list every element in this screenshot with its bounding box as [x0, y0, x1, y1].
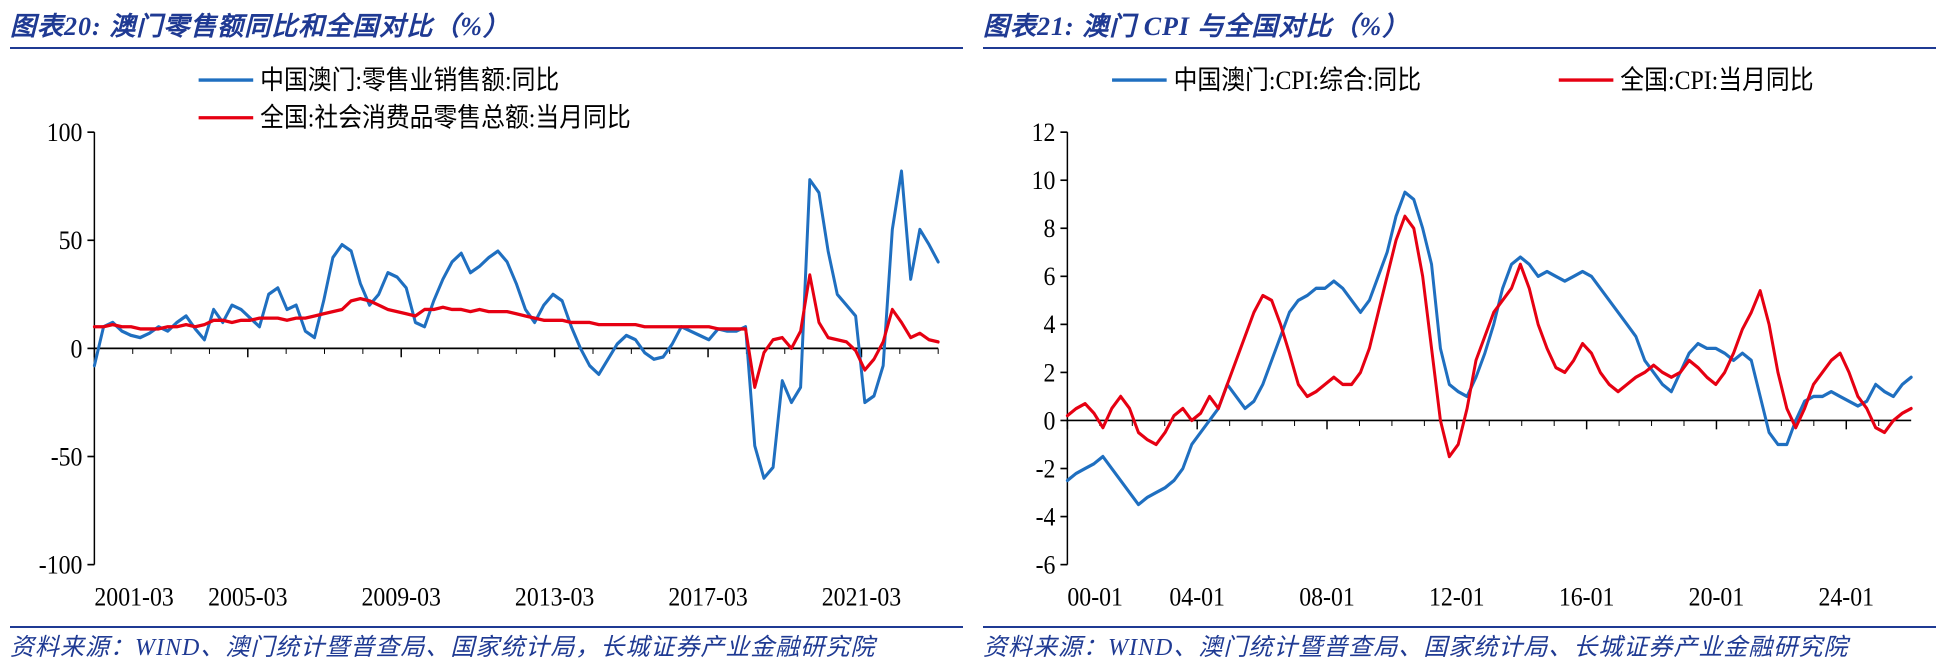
- source-right: 资料来源：WIND、澳门统计暨普查局、国家统计局、长城证券产业金融研究院: [983, 626, 1936, 664]
- chart-title-left: 图表20: 澳门零售额同比和全国对比（%）: [10, 0, 963, 49]
- svg-text:2017-03: 2017-03: [668, 582, 747, 612]
- svg-text:10: 10: [1032, 166, 1056, 196]
- title-text: 澳门零售额同比和全国对比（%）: [109, 12, 510, 41]
- svg-text:0: 0: [1044, 406, 1056, 436]
- svg-text:0: 0: [71, 334, 83, 364]
- svg-text:2013-03: 2013-03: [515, 582, 594, 612]
- svg-text:08-01: 08-01: [1299, 582, 1355, 612]
- svg-text:04-01: 04-01: [1169, 582, 1225, 612]
- title-colon: :: [1065, 12, 1082, 41]
- svg-text:-2: -2: [1036, 454, 1056, 484]
- svg-text:16-01: 16-01: [1559, 582, 1615, 612]
- svg-text:24-01: 24-01: [1818, 582, 1874, 612]
- svg-text:2005-03: 2005-03: [208, 582, 287, 612]
- svg-text:100: 100: [47, 118, 83, 148]
- title-prefix: 图表: [983, 12, 1037, 41]
- source-text-right: 资料来源：WIND、澳门统计暨普查局、国家统计局、长城证券产业金融研究院: [983, 635, 1848, 661]
- svg-text:00-01: 00-01: [1067, 582, 1123, 612]
- svg-text:-100: -100: [39, 550, 83, 580]
- title-prefix: 图表: [10, 12, 64, 41]
- title-text: 澳门 CPI 与全国对比（%）: [1082, 12, 1409, 41]
- chart-right: -6 -4 -2 0 2 4 6 8 10 12 00-01 04-01 08-01 12-01 16-01…: [983, 49, 1936, 626]
- chart-title-right: 图表21: 澳门 CPI 与全国对比（%）: [983, 0, 1936, 49]
- svg-text:12: 12: [1032, 118, 1056, 148]
- svg-text:中国澳门:零售业销售额:同比: 中国澳门:零售业销售额:同比: [260, 66, 559, 96]
- svg-text:6: 6: [1044, 262, 1056, 292]
- right-panel: 图表21: 澳门 CPI 与全国对比（%） -6 -4 -2 0 2 4 6 8 10 12 00-…: [973, 0, 1946, 664]
- svg-text:全国:CPI:当月同比: 全国:CPI:当月同比: [1620, 66, 1813, 96]
- svg-text:4: 4: [1044, 310, 1056, 340]
- title-number: 21: [1037, 12, 1065, 41]
- svg-text:2021-03: 2021-03: [822, 582, 901, 612]
- svg-text:12-01: 12-01: [1429, 582, 1485, 612]
- svg-text:2: 2: [1044, 358, 1056, 388]
- svg-text:8: 8: [1044, 214, 1056, 244]
- source-left: 资料来源：WIND、澳门统计暨普查局、国家统计局，长城证券产业金融研究院: [10, 626, 963, 664]
- title-colon: :: [92, 12, 109, 41]
- chart-svg-right: -6 -4 -2 0 2 4 6 8 10 12 00-01 04-01 08-01 12-01 16-01…: [983, 49, 1936, 626]
- svg-text:50: 50: [59, 226, 83, 256]
- chart-svg-left: -100 -50 0 50 100 2001-03 2005-03 2009-03 2013-0…: [10, 49, 963, 626]
- svg-text:-50: -50: [51, 442, 83, 472]
- svg-text:中国澳门:CPI:综合:同比: 中国澳门:CPI:综合:同比: [1174, 66, 1421, 96]
- chart-left: -100 -50 0 50 100 2001-03 2005-03 2009-03 2013-0…: [10, 49, 963, 626]
- svg-text:-6: -6: [1036, 550, 1056, 580]
- svg-text:2001-03: 2001-03: [94, 582, 173, 612]
- svg-text:2009-03: 2009-03: [362, 582, 441, 612]
- title-number: 20: [64, 12, 92, 41]
- svg-text:20-01: 20-01: [1689, 582, 1745, 612]
- svg-text:全国:社会消费品零售总额:当月同比: 全国:社会消费品零售总额:当月同比: [260, 103, 631, 133]
- source-text-left: 资料来源：WIND、澳门统计暨普查局、国家统计局，长城证券产业金融研究院: [10, 635, 875, 661]
- left-panel: 图表20: 澳门零售额同比和全国对比（%） -100 -50 0 50 100 2001-…: [0, 0, 973, 664]
- svg-text:-4: -4: [1036, 502, 1056, 532]
